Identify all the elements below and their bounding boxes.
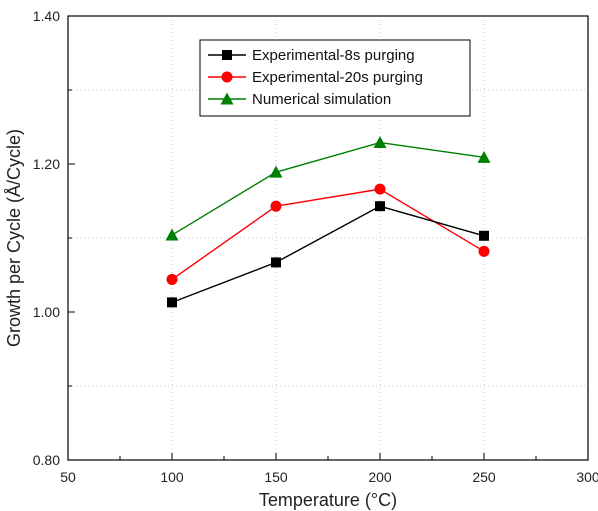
data-point [269,165,283,178]
data-point [270,200,282,212]
data-point [479,230,489,241]
legend-entry: Experimental-8s purging [208,47,415,64]
data-point [373,136,387,149]
y-axis-tick-labels: 0.80 1.00 1.20 1.40 [33,8,60,468]
series-line [171,141,485,236]
y-axis-title: Growth per Cycle (Å/Cycle) [4,129,24,347]
legend-box [199,39,471,117]
legend-marker [221,71,233,83]
y-tick-label: 1.20 [33,156,60,172]
legend-entry: Experimental-20s purging [208,69,423,86]
data-point [167,297,177,308]
y-tick-label: 1.00 [33,304,60,320]
x-tick-label: 200 [368,469,392,485]
x-tick-label: 150 [264,469,288,485]
series-square [167,201,489,308]
legend-marker [222,50,232,60]
y-tick-label: 1.40 [33,8,60,24]
x-tick-label: 300 [576,469,598,485]
legend-label: Experimental-20s purging [252,69,423,86]
series-line [171,205,485,304]
legend-label: Numerical simulation [252,91,391,108]
legend-marker [220,92,234,105]
data-point [374,183,386,195]
x-tick-label: 250 [472,469,496,485]
series-circle [166,183,490,285]
x-tick-label: 100 [160,469,184,485]
legend-label: Experimental-8s purging [252,47,415,64]
x-axis-title: Temperature (°C) [259,490,397,510]
y-tick-label: 0.80 [33,452,60,468]
x-axis-tick-labels: 50 100 150 200 250 300 [60,469,598,485]
series-line [171,188,485,281]
legend-entry: Numerical simulation [208,91,391,108]
data-point [166,273,178,285]
data-point [271,257,281,268]
series-layer [165,136,491,308]
x-tick-label: 50 [60,469,76,485]
series-triangle [165,136,491,241]
data-point [375,201,385,212]
data-point [478,245,490,257]
data-point [477,150,491,163]
axis-ticks [67,15,589,461]
data-point [165,228,179,241]
legend: Experimental-8s purging Experimental-20s … [199,39,471,117]
